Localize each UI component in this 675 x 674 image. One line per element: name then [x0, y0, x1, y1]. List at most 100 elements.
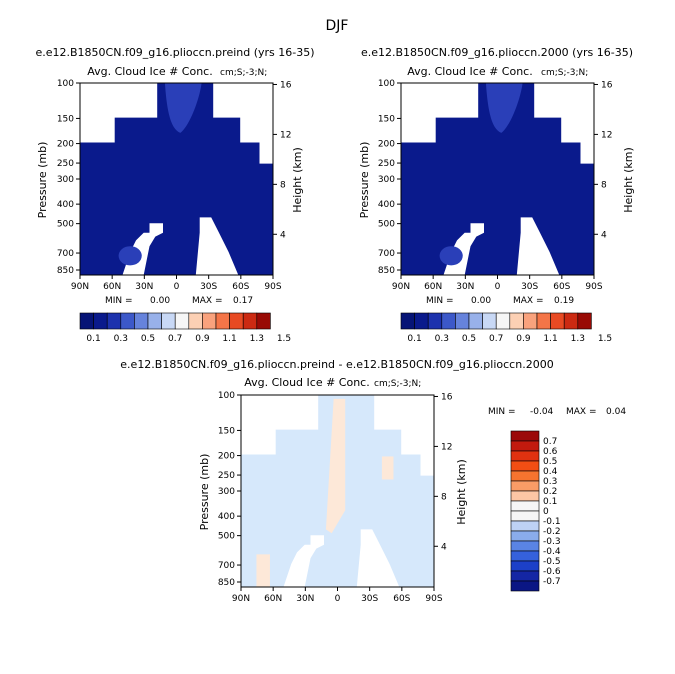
- y-tick-label: 250: [57, 159, 74, 169]
- colorbar-label: 1.3: [250, 334, 264, 344]
- x-tick-label: 60N: [103, 282, 121, 292]
- colorbar-swatch: [455, 312, 470, 330]
- y-axis-label: Pressure (mb): [36, 142, 49, 219]
- colorbar-swatch: [510, 520, 540, 532]
- colorbar-swatch: [134, 312, 149, 330]
- colorbar-label: -0.6: [543, 567, 561, 577]
- min-value: -0.04: [530, 407, 554, 417]
- panel-title: e.e12.B1850CN.f09_g16.plioccn.preind (yr…: [35, 46, 314, 59]
- colorbar-label: 1.1: [222, 334, 236, 344]
- x-tick-label: 90N: [232, 594, 250, 604]
- field-region: [80, 83, 273, 275]
- y-tick-label: 150: [218, 426, 235, 436]
- colorbar-swatch: [79, 312, 94, 330]
- y-tick-label: 300: [218, 487, 235, 497]
- y-right-tick-label: 8: [441, 492, 447, 502]
- colorbar-label: 0.9: [516, 334, 531, 344]
- colorbar-label: 0.6: [543, 447, 558, 457]
- max-label: MAX =: [513, 296, 544, 306]
- x-tick-label: 30N: [296, 594, 314, 604]
- colorbar-label: 0.4: [543, 467, 558, 477]
- panel-subtitle: Avg. Cloud Ice # Conc.: [87, 65, 212, 78]
- y-tick-label: 850: [378, 266, 395, 276]
- colorbar-swatch: [468, 312, 483, 330]
- colorbar-swatch: [510, 510, 540, 522]
- panel-2000: e.e12.B1850CN.f09_g16.plioccn.2000 (yrs …: [358, 46, 635, 344]
- colorbar-swatch: [510, 560, 540, 572]
- y-tick-label: 700: [218, 561, 235, 571]
- x-tick-label: 90S: [585, 282, 602, 292]
- colorbar-swatch: [93, 312, 108, 330]
- panel-subtitle: Avg. Cloud Ice # Conc.: [244, 376, 369, 389]
- field-blob: [439, 246, 463, 266]
- colorbar-swatch: [577, 312, 592, 330]
- colorbar: 0.1 0.3 0.5 0.7 0.9 1.1 1.3 1.5: [79, 312, 291, 344]
- colorbar-label: 1.5: [277, 334, 291, 344]
- colorbar-swatch: [510, 480, 540, 492]
- colorbar-label: -0.5: [543, 557, 561, 567]
- x-tick-label: 30N: [456, 282, 474, 292]
- x-tick-label: 0: [174, 282, 180, 292]
- page-title: DJF: [326, 18, 349, 34]
- colorbar-label: 0.7: [543, 437, 557, 447]
- x-tick-label: 90N: [71, 282, 89, 292]
- y-tick-label: 200: [378, 140, 395, 150]
- colorbar-swatch: [202, 312, 217, 330]
- max-value: 0.04: [606, 407, 626, 417]
- colorbar-swatch: [510, 500, 540, 512]
- max-label: MAX =: [192, 296, 223, 306]
- y-tick-label: 100: [57, 79, 74, 89]
- colorbar-label: -0.1: [543, 517, 561, 527]
- y-tick-label: 200: [218, 452, 235, 462]
- colorbar-swatch: [509, 312, 524, 330]
- x-tick-label: 30S: [521, 282, 538, 292]
- colorbar-swatch: [510, 540, 540, 552]
- colorbar-swatch: [120, 312, 135, 330]
- colorbar: 0.70.60.50.40.30.20.10-0.1-0.2-0.3-0.4-0…: [510, 430, 561, 592]
- units-label: cm;S;-3;N;: [220, 68, 267, 78]
- y-tick-label: 850: [57, 266, 74, 276]
- x-tick-label: 60S: [393, 594, 410, 604]
- panel-difference: e.e12.B1850CN.f09_g16.plioccn.preind - e…: [120, 358, 626, 604]
- colorbar-label: -0.2: [543, 527, 561, 537]
- colorbar-swatch: [242, 312, 258, 330]
- y-right-tick-label: 12: [280, 130, 291, 140]
- colorbar-swatch: [510, 580, 540, 592]
- y-right-tick-label: 8: [601, 180, 607, 190]
- y-tick-label: 100: [218, 391, 235, 401]
- panel-title: e.e12.B1850CN.f09_g16.plioccn.preind - e…: [120, 358, 553, 371]
- x-tick-label: 30S: [200, 282, 217, 292]
- y-tick-label: 300: [57, 175, 74, 185]
- y-right-tick-label: 4: [601, 230, 607, 240]
- y-axis-right-label: Height (km): [455, 459, 468, 525]
- panel-subtitle: Avg. Cloud Ice # Conc.: [407, 65, 532, 78]
- y-tick-label: 400: [57, 200, 74, 210]
- y-tick-label: 100: [378, 79, 395, 89]
- colorbar-swatch: [414, 312, 429, 330]
- y-tick-label: 500: [378, 220, 395, 230]
- plot-area: [400, 82, 595, 276]
- colorbar-label: 0.5: [141, 334, 155, 344]
- y-right-tick-label: 4: [441, 542, 447, 552]
- x-tick-label: 30N: [135, 282, 153, 292]
- y-right-tick-label: 16: [601, 80, 613, 90]
- colorbar-swatch: [441, 312, 456, 330]
- colorbar-swatch: [563, 312, 579, 330]
- y-right-tick-label: 4: [280, 230, 286, 240]
- x-tick-label: 90N: [392, 282, 410, 292]
- colorbar-swatch: [256, 312, 271, 330]
- colorbar-label: 0.2: [543, 487, 557, 497]
- y-tick-label: 850: [218, 578, 235, 588]
- colorbar-label: -0.3: [543, 537, 561, 547]
- colorbar: 0.1 0.3 0.5 0.7 0.9 1.1 1.3 1.5: [400, 312, 612, 344]
- colorbar-label: 1.3: [571, 334, 585, 344]
- positive-patch: [325, 398, 346, 534]
- x-tick-label: 60S: [232, 282, 249, 292]
- positive-patch: [381, 456, 394, 480]
- colorbar-swatch: [215, 312, 230, 330]
- field-maximum: [164, 83, 202, 133]
- colorbar-label: 0.3: [114, 334, 128, 344]
- colorbar-swatch: [174, 312, 190, 330]
- y-right-tick-label: 16: [441, 392, 453, 402]
